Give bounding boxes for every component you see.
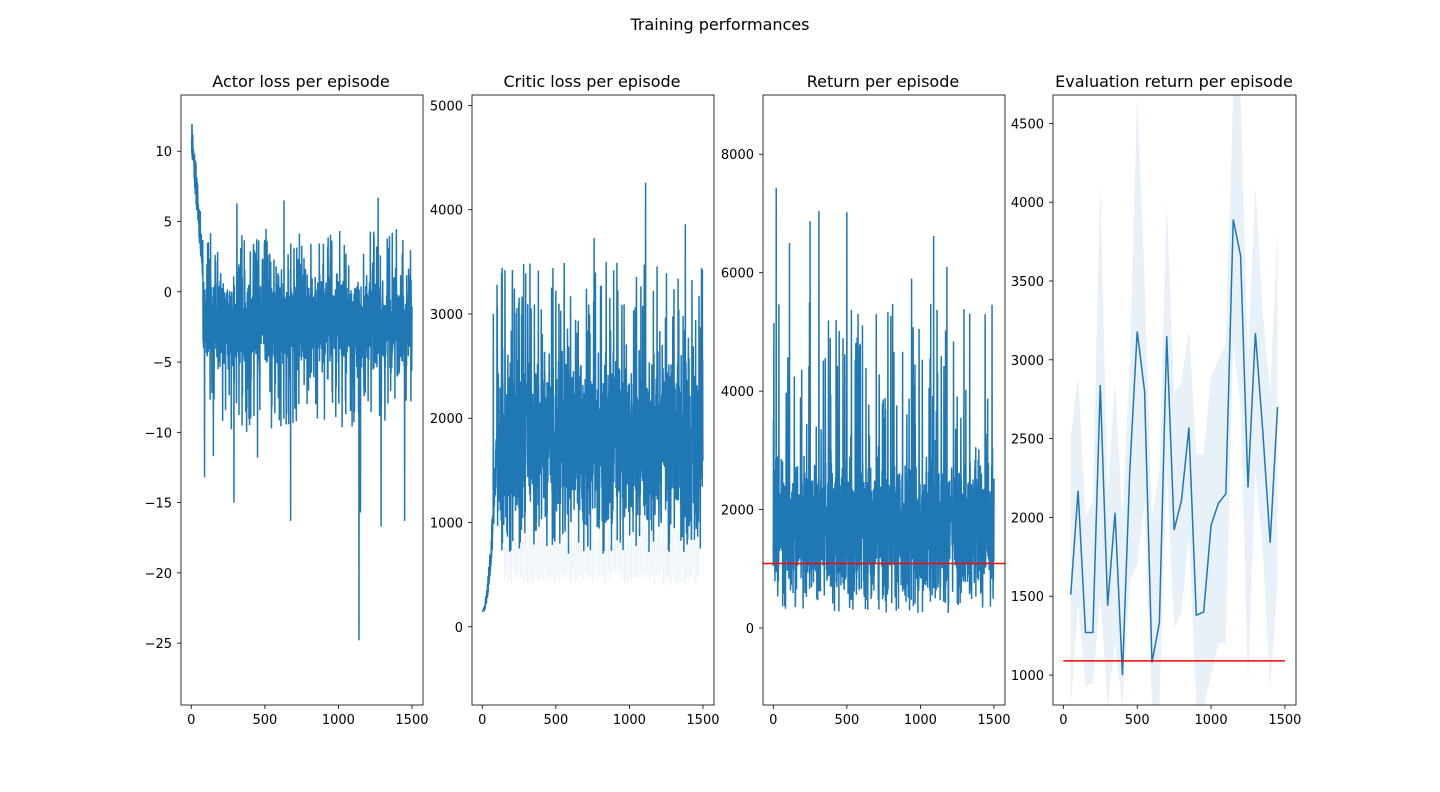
evaluation-return-title: Evaluation return per episode (1055, 72, 1293, 91)
x-tick-label: 1500 (395, 713, 428, 728)
y-tick-label: 10 (155, 145, 172, 160)
y-tick-label: −10 (145, 426, 172, 441)
x-tick-label: 1000 (1195, 713, 1228, 728)
actor-loss-line (190, 123, 413, 641)
y-tick-label: 0 (455, 621, 463, 636)
critic-loss-faint-band (503, 522, 700, 585)
plot-area (190, 123, 413, 641)
x-tick-label: 1000 (904, 713, 937, 728)
plot-area (1069, 95, 1279, 705)
axes-frame (180, 94, 424, 706)
evaluation-return-band (1070, 95, 1278, 705)
x-tick-label: 1500 (977, 713, 1010, 728)
critic-loss-panel: Critic loss per episode 0 500 1000 1500 5000… (430, 72, 720, 728)
y-tick-label: 0 (164, 286, 172, 301)
y-tick-label: −25 (145, 637, 172, 652)
x-tick-label: 0 (187, 713, 195, 728)
y-tick-label: 3500 (1011, 275, 1044, 290)
y-tick-label: 1000 (1011, 669, 1044, 684)
critic-loss-line (481, 182, 704, 613)
plot-area (772, 187, 995, 613)
y-tick-label: 4000 (1011, 196, 1044, 211)
y-tick-label: 2000 (1011, 511, 1044, 526)
y-tick-label: 3000 (430, 308, 463, 323)
y-tick-label: 2500 (1011, 433, 1044, 448)
actor-loss-panel: Actor loss per episode 0 500 1000 1500 10 5 0 −… (145, 72, 429, 728)
plot-area (481, 182, 704, 613)
critic-loss-title: Critic loss per episode (503, 72, 680, 91)
y-tick-label: 1000 (430, 517, 463, 532)
y-tick-label: 5000 (430, 99, 463, 114)
axes-frame (471, 94, 715, 706)
y-tick-label: 4000 (430, 204, 463, 219)
y-tick-label: 8000 (721, 148, 754, 163)
x-tick-label: 0 (1059, 713, 1067, 728)
y-tick-label: 6000 (721, 267, 754, 282)
axes-frame (1052, 94, 1297, 706)
x-tick-label: 500 (1125, 713, 1150, 728)
y-tick-label: −15 (145, 497, 172, 512)
x-tick-label: 500 (252, 713, 277, 728)
x-tick-label: 0 (769, 713, 777, 728)
x-tick-label: 500 (543, 713, 568, 728)
evaluation-return-panel: Evaluation return per episode 0 500 1000 15… (1011, 72, 1302, 728)
return-title: Return per episode (807, 72, 959, 91)
x-tick-label: 500 (834, 713, 859, 728)
axes-frame (762, 94, 1006, 706)
y-tick-label: 1500 (1011, 590, 1044, 605)
x-tick-label: 1500 (686, 713, 719, 728)
return-line (772, 187, 995, 613)
y-tick-label: 0 (746, 622, 754, 637)
x-tick-label: 0 (478, 713, 486, 728)
figure-title: Training performances (629, 15, 809, 34)
y-tick-label: 3000 (1011, 354, 1044, 369)
y-tick-label: −20 (145, 567, 172, 582)
return-panel: Return per episode 0 500 1000 1500 8000 6000 4… (721, 72, 1011, 728)
y-tick-label: 2000 (721, 504, 754, 519)
x-tick-label: 1500 (1268, 713, 1301, 728)
y-tick-label: 4000 (721, 385, 754, 400)
actor-loss-title: Actor loss per episode (212, 72, 389, 91)
y-tick-label: −5 (153, 356, 172, 371)
y-tick-label: 5 (164, 215, 172, 230)
y-tick-label: 4500 (1011, 117, 1044, 132)
evaluation-return-line (1069, 219, 1279, 676)
x-tick-label: 1000 (613, 713, 646, 728)
x-tick-label: 1000 (322, 713, 355, 728)
y-tick-label: 2000 (430, 412, 463, 427)
